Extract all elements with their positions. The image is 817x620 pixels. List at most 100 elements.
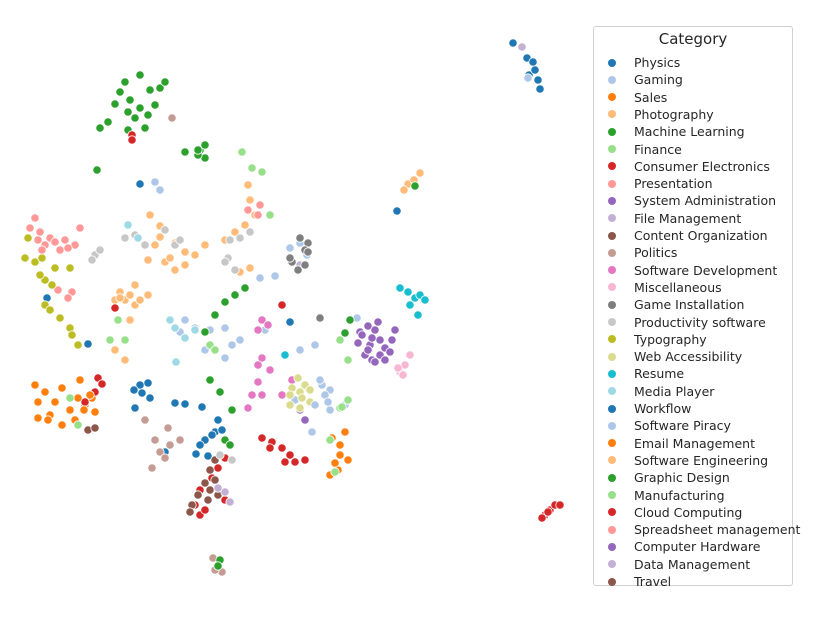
legend-marker — [608, 525, 616, 534]
point-24-1 — [213, 561, 223, 571]
legend-marker — [608, 404, 616, 413]
legend-item: Software Engineering — [608, 452, 768, 469]
legend-marker — [608, 439, 616, 448]
point-6-10 — [290, 457, 300, 467]
point-0-3 — [533, 75, 543, 85]
point-14-8 — [303, 247, 313, 257]
point-2-20 — [340, 427, 350, 437]
legend-item: Machine Learning — [608, 123, 745, 140]
point-7-8 — [75, 223, 85, 233]
legend-marker — [608, 58, 616, 67]
point-11-8 — [163, 423, 173, 433]
point-3-15 — [125, 315, 135, 325]
point-16-12 — [50, 263, 60, 273]
legend-item: Game Installation — [608, 296, 744, 313]
point-12-8 — [253, 377, 263, 387]
point-4-32 — [225, 440, 235, 450]
point-5-0 — [237, 147, 247, 157]
point-7-0 — [30, 213, 40, 223]
legend-item: Web Accessibility — [608, 348, 742, 365]
legend-item: Politics — [608, 244, 677, 261]
point-3-6 — [150, 240, 160, 250]
point-0-6 — [530, 65, 540, 75]
point-19-4 — [180, 333, 190, 343]
legend-marker — [608, 335, 616, 344]
legend-item: System Administration — [608, 192, 776, 209]
legend-label: Typography — [634, 331, 707, 347]
legend-label: System Administration — [634, 193, 777, 209]
point-4-2 — [135, 103, 145, 113]
legend-marker — [608, 387, 616, 396]
legend-label: Resume — [634, 366, 685, 382]
legend-label: Finance — [634, 141, 682, 157]
legend-item: File Management — [608, 210, 741, 227]
legend-item: Finance — [608, 141, 682, 158]
point-4-12 — [140, 123, 150, 133]
point-5-8 — [330, 467, 340, 477]
point-2-13 — [33, 413, 43, 423]
legend-label: Game Installation — [634, 297, 745, 313]
point-1-18 — [285, 243, 295, 253]
legend-label: Graphic Design — [634, 470, 730, 486]
point-18-5 — [405, 300, 415, 310]
point-13-0 — [405, 350, 415, 360]
point-0-9 — [285, 317, 295, 327]
point-4-1 — [125, 95, 135, 105]
point-30-2 — [185, 507, 195, 517]
legend-item: Resume — [608, 365, 684, 382]
point-3-18 — [143, 255, 153, 265]
point-4-10 — [130, 113, 140, 123]
point-2-9 — [90, 407, 100, 417]
point-0-0 — [508, 38, 518, 48]
point-22-0 — [85, 390, 95, 400]
legend-item: Graphic Design — [608, 469, 730, 486]
point-3-3 — [399, 185, 409, 195]
point-4-5 — [135, 70, 145, 80]
point-7-5 — [55, 245, 65, 255]
point-12-3 — [257, 353, 267, 363]
legend-marker — [608, 231, 616, 240]
legend-label: Gaming — [634, 72, 683, 88]
point-18-0 — [395, 283, 405, 293]
point-1-7 — [227, 340, 237, 350]
point-12-0 — [257, 315, 267, 325]
point-12-7 — [243, 403, 253, 413]
point-16-2 — [37, 253, 47, 263]
point-17-2 — [305, 385, 315, 395]
point-14-7 — [315, 313, 325, 323]
point-0-8 — [392, 206, 402, 216]
legend-item: Software Piracy — [608, 417, 731, 434]
point-16-11 — [65, 263, 75, 273]
legend-item: Content Organization — [608, 227, 768, 244]
point-24-2 — [193, 145, 203, 155]
point-4-30 — [227, 405, 237, 415]
point-4-33 — [340, 328, 350, 338]
point-15-15 — [215, 450, 225, 460]
point-10-7 — [205, 465, 215, 475]
legend-item: Software Development — [608, 262, 777, 279]
point-4-16 — [92, 165, 102, 175]
legend-marker — [608, 127, 616, 136]
point-11-6 — [175, 435, 185, 445]
point-2-14 — [75, 375, 85, 385]
point-1-11 — [310, 340, 320, 350]
point-17-5 — [285, 390, 295, 400]
point-23-2 — [135, 295, 145, 305]
legend-marker — [608, 560, 616, 569]
legend-label: Media Player — [634, 383, 715, 399]
point-29-0 — [220, 487, 230, 497]
point-8-1 — [363, 321, 373, 331]
point-10-3 — [210, 475, 220, 485]
point-5-5 — [343, 355, 353, 365]
point-8-17 — [300, 415, 310, 425]
legend-marker — [608, 318, 616, 326]
point-5-2 — [257, 167, 267, 177]
point-7-6 — [60, 235, 70, 245]
point-6-25 — [265, 443, 275, 453]
point-4-25 — [220, 297, 230, 307]
legend-marker — [608, 300, 616, 309]
legend-label: Software Piracy — [634, 418, 731, 434]
point-24-3 — [200, 140, 210, 150]
point-1-1 — [150, 177, 160, 187]
point-1-24 — [235, 335, 245, 345]
